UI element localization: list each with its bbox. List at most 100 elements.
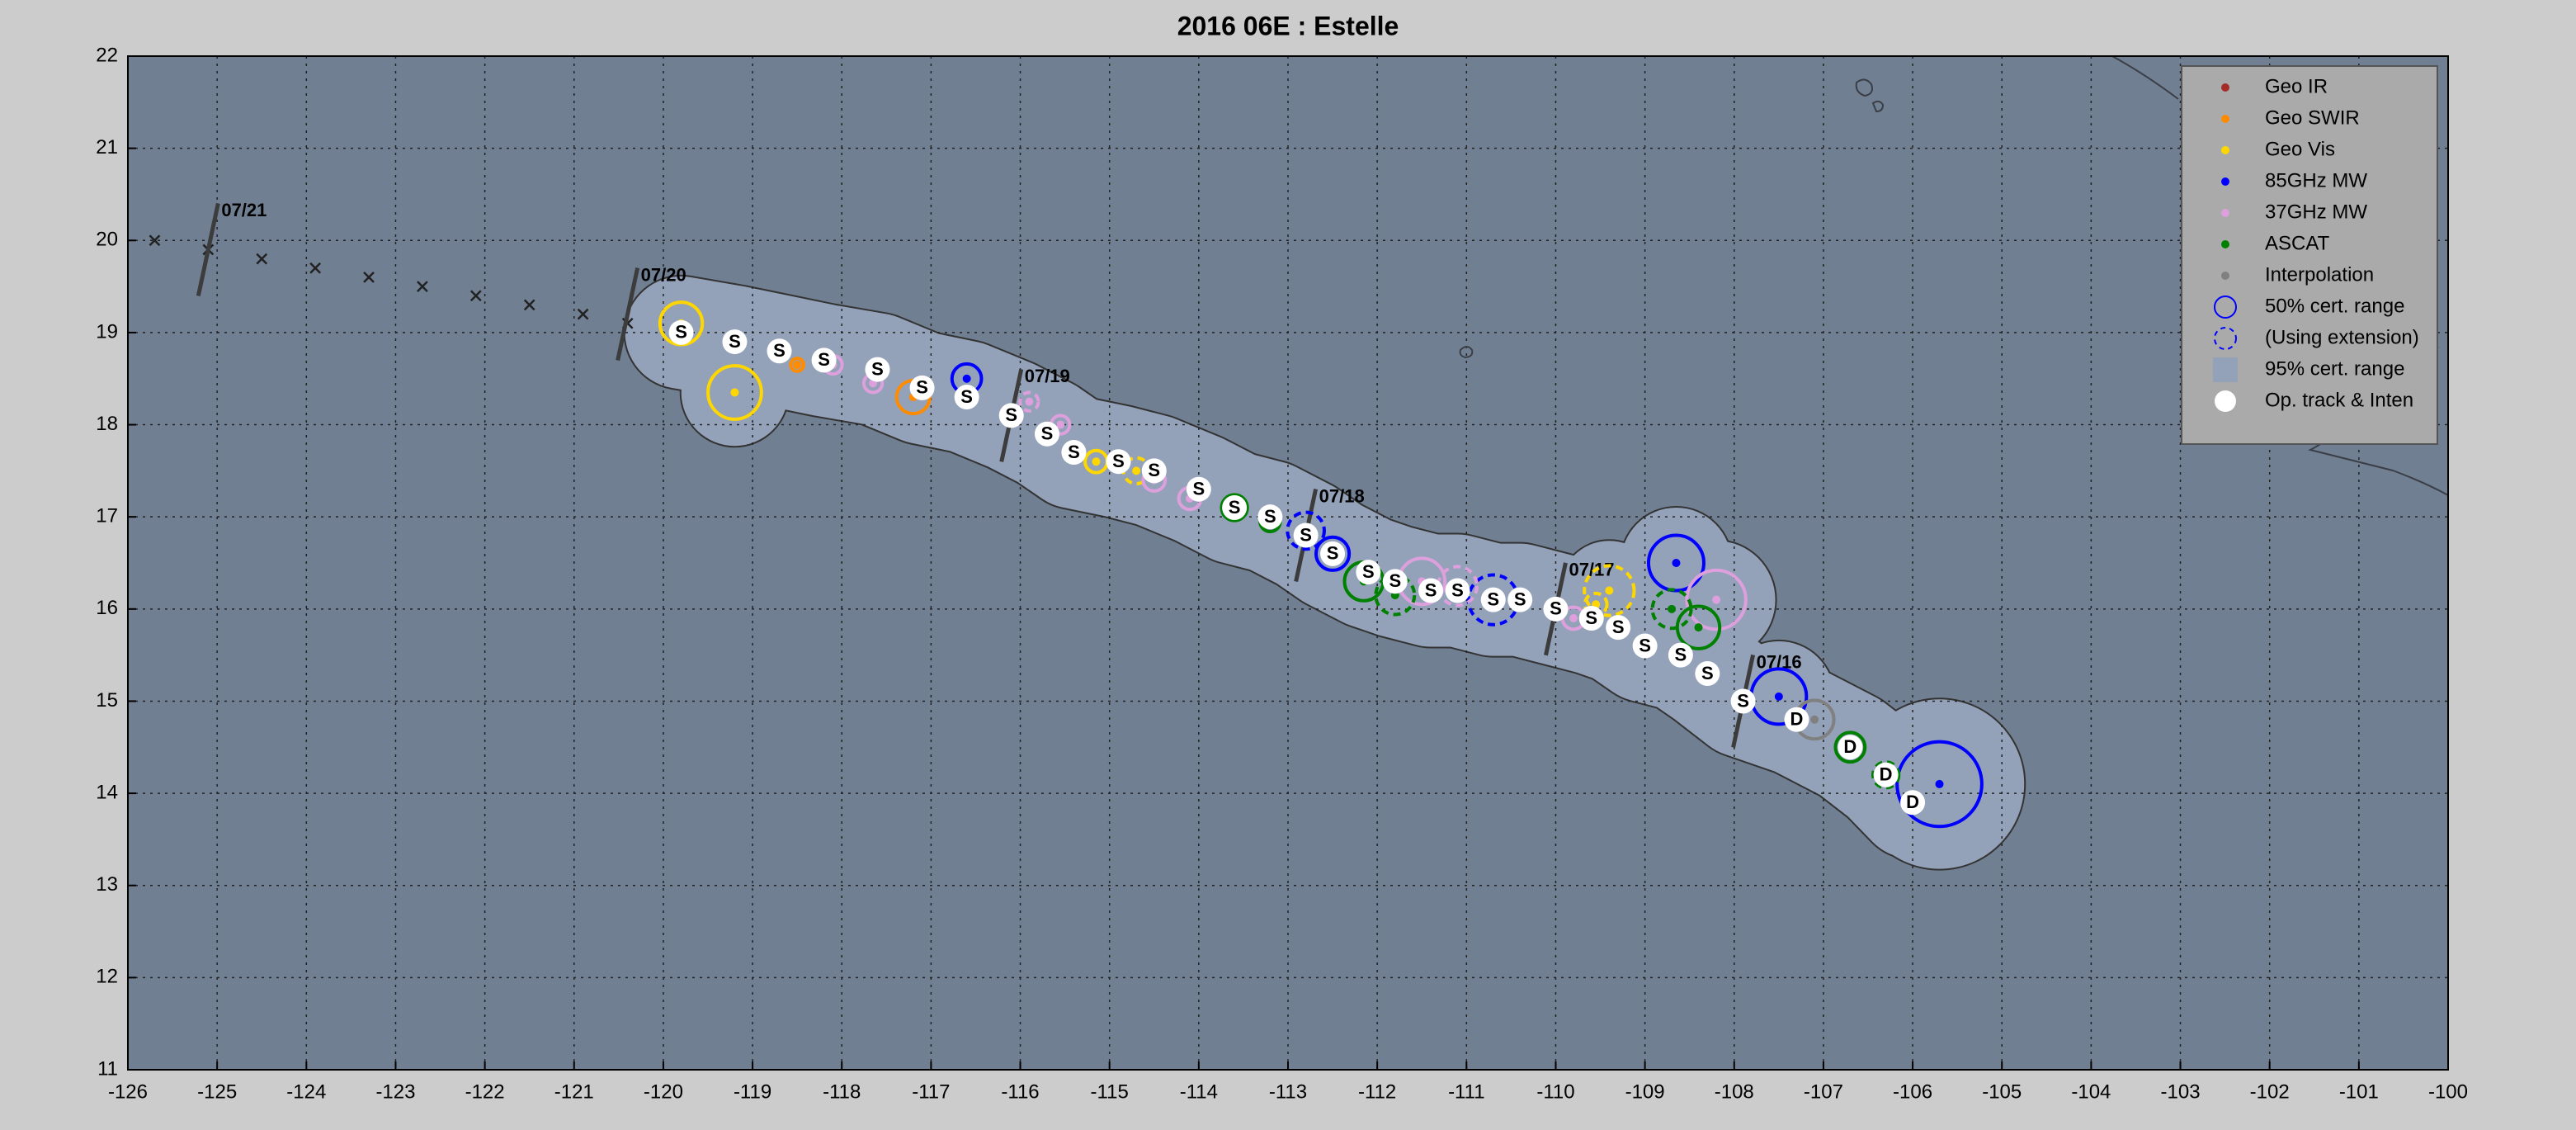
intensity-label: D	[1790, 709, 1804, 730]
x-tick-label: -105	[1982, 1080, 2022, 1103]
track-point	[1061, 440, 1087, 466]
x-tick-label: -117	[912, 1080, 950, 1103]
track-point	[954, 385, 979, 410]
legend-label: 85GHz MW	[2265, 169, 2367, 191]
island	[1871, 100, 1885, 113]
track-point	[865, 357, 890, 382]
x-tick-label: -116	[1001, 1080, 1039, 1103]
legend-marker	[2221, 115, 2229, 123]
legend-label: ASCAT	[2265, 232, 2330, 254]
fix-range	[1220, 493, 1249, 522]
track-point	[1838, 735, 1863, 760]
date-marker	[616, 267, 640, 362]
fix-range	[1583, 564, 1636, 617]
chart-title: 2016 06E : Estelle	[1177, 11, 1399, 40]
intensity-label: S	[675, 322, 687, 343]
intensity-label: S	[1487, 589, 1499, 609]
x-tick-label: -100	[2428, 1080, 2468, 1103]
legend-label: Op. track & Inten	[2265, 389, 2413, 411]
intensity-label: S	[1389, 570, 1401, 591]
intensity-label: S	[1451, 579, 1464, 600]
legend-marker	[2214, 327, 2237, 350]
track-point	[1784, 707, 1809, 732]
track-point	[1106, 449, 1131, 475]
legend-label: (Using extension)	[2265, 326, 2419, 348]
y-tick-label: 22	[96, 44, 118, 66]
track-point	[1632, 633, 1658, 659]
legend-marker	[2221, 83, 2229, 92]
intensity-label: S	[1229, 497, 1241, 518]
fix-range	[1650, 588, 1693, 631]
extratropical-point	[417, 281, 428, 292]
island	[1855, 78, 1873, 97]
fix-range	[1675, 604, 1722, 650]
y-tick-label: 17	[96, 505, 118, 527]
date-label: 07/18	[1319, 485, 1365, 506]
intensity-label: S	[1264, 506, 1276, 527]
legend-label: Geo IR	[2265, 75, 2328, 97]
x-tick-label: -108	[1715, 1080, 1754, 1103]
intensity-label: S	[1005, 404, 1017, 425]
fix-point	[1668, 604, 1677, 613]
y-tick-label: 18	[96, 413, 118, 435]
intensity-label: S	[1612, 617, 1625, 637]
x-tick-label: -115	[1091, 1080, 1129, 1103]
legend-label: Interpolation	[2265, 263, 2374, 286]
track-point	[811, 348, 837, 373]
track-point	[1320, 541, 1346, 566]
x-tick-label: -107	[1804, 1080, 1843, 1103]
fix-point	[1569, 613, 1578, 622]
fix-point	[1774, 692, 1783, 701]
track-point	[1141, 458, 1167, 484]
intensity-label: S	[1193, 479, 1205, 499]
extratropical-point	[309, 262, 322, 274]
y-tick-label: 11	[97, 1057, 118, 1080]
fix-range	[1437, 565, 1479, 608]
x-tick-label: -103	[2161, 1080, 2201, 1103]
intensity-label: S	[1585, 608, 1597, 628]
extratropical-point	[256, 253, 268, 265]
track-point	[998, 403, 1024, 428]
track-point	[1382, 569, 1408, 594]
y-tick-label: 15	[96, 689, 118, 712]
y-tick-label: 12	[96, 966, 118, 988]
intensity-label: S	[1112, 451, 1125, 471]
date-marker	[196, 202, 220, 296]
legend-label: Geo Vis	[2265, 138, 2335, 160]
y-tick-label: 16	[96, 597, 118, 619]
x-tick-label: -114	[1180, 1080, 1218, 1103]
fix-point	[1605, 586, 1614, 595]
intensity-label: S	[1327, 543, 1339, 564]
date-label: 07/19	[1025, 366, 1070, 386]
y-tick-label: 13	[96, 873, 118, 896]
x-tick-label: -122	[465, 1080, 505, 1103]
track-point	[1668, 642, 1693, 668]
track-point	[1873, 762, 1899, 787]
fix-range	[1871, 760, 1901, 790]
fix-range	[1286, 510, 1326, 551]
fix-range	[1646, 533, 1706, 593]
fix-point	[1132, 466, 1141, 475]
intensity-label: S	[818, 349, 830, 370]
intensity-label: S	[1675, 644, 1687, 664]
legend: Geo IR Geo SWIR Geo Vis 85GHz MW 37GHz MW ASC…	[2181, 65, 2438, 445]
intensity-label: D	[1906, 792, 1919, 812]
intensity-label: S	[1737, 690, 1749, 711]
track-point	[1900, 790, 1926, 816]
extratropical-point	[149, 234, 161, 247]
intensity-label: S	[1514, 589, 1526, 609]
fix-point	[1672, 559, 1681, 567]
x-tick-label: -110	[1536, 1080, 1574, 1103]
fix-point	[793, 360, 802, 369]
track-point	[1730, 688, 1756, 714]
track-point	[1293, 522, 1319, 548]
track-point	[1578, 605, 1604, 631]
intensity-label: S	[773, 340, 786, 361]
fix-point	[1025, 397, 1034, 406]
fix-range	[1314, 535, 1352, 572]
x-tick-label: -124	[286, 1080, 326, 1103]
track-point	[1034, 421, 1059, 447]
fix-point	[1056, 420, 1065, 429]
